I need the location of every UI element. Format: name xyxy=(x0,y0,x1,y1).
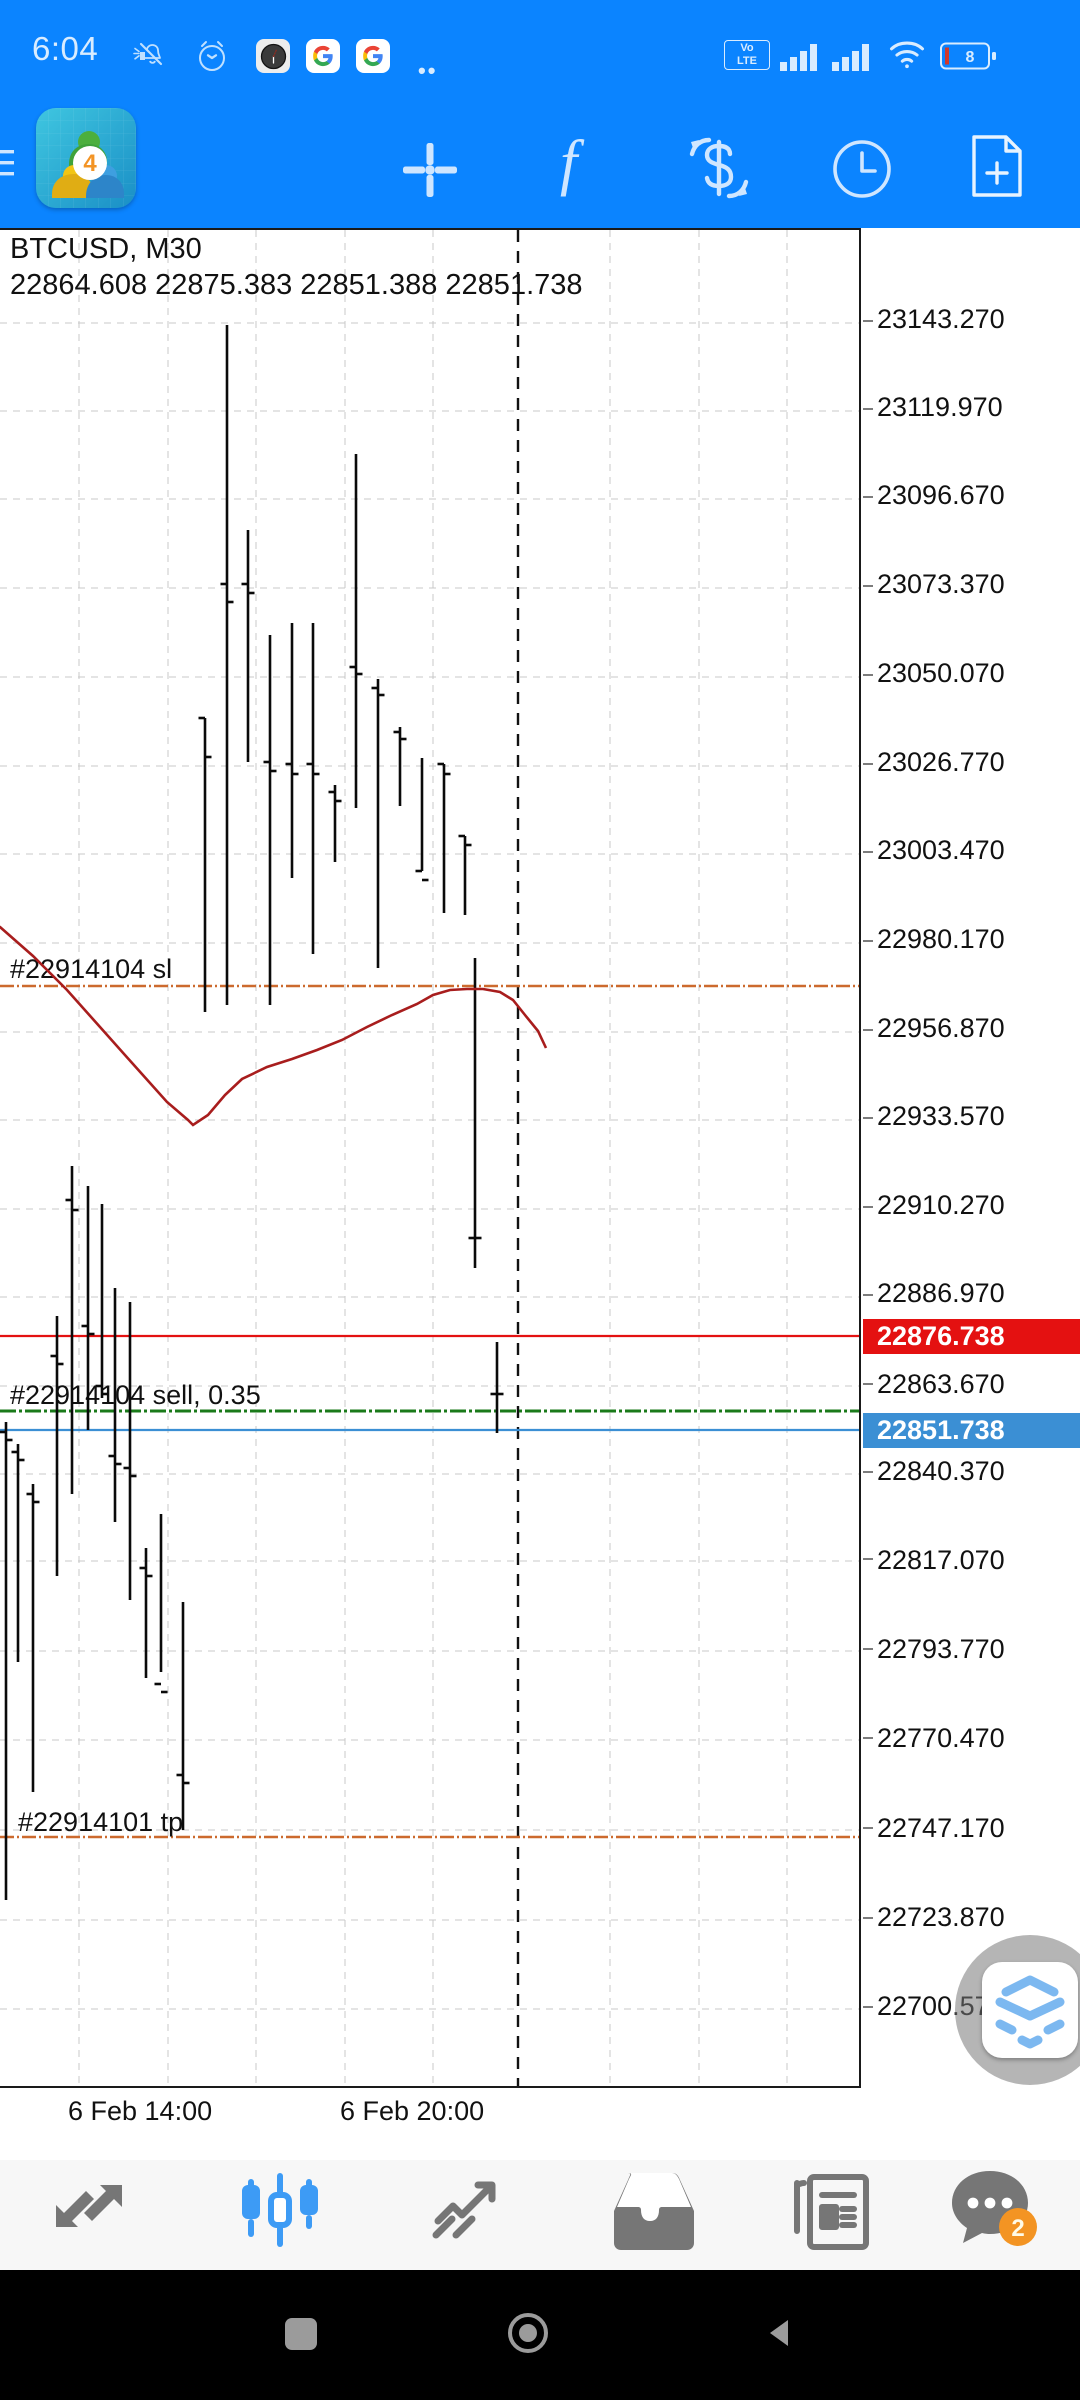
svg-text:2: 2 xyxy=(1011,2215,1024,2242)
svg-text:8: 8 xyxy=(966,49,975,66)
svg-text:4: 4 xyxy=(83,150,97,177)
